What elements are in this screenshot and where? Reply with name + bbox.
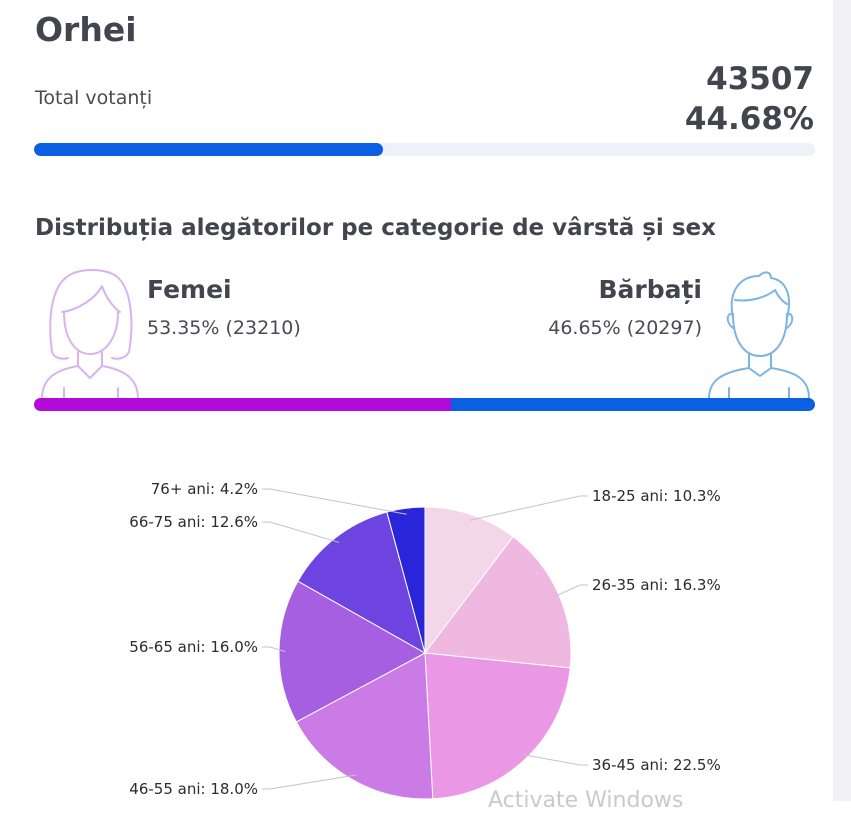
- turnout-progress-fill: [34, 143, 383, 156]
- gender-bar-female-segment: [34, 398, 451, 411]
- pie-label-76-ani: 76+ ani: 4.2%: [151, 480, 258, 498]
- right-scroll-rail: [833, 0, 851, 801]
- pie-leader-line: [262, 521, 340, 543]
- total-voters-label: Total votanți: [35, 87, 153, 109]
- pie-leader-line: [262, 646, 286, 652]
- pie-leader-line: [262, 488, 407, 515]
- gender-split-bar: [34, 398, 815, 411]
- pie-slice-36-45-ani[interactable]: [424, 652, 571, 800]
- pie-slice-46-55-ani[interactable]: [295, 652, 434, 800]
- female-avatar-icon: [41, 269, 139, 399]
- pie-label-46-55-ani: 46-55 ani: 18.0%: [129, 780, 258, 798]
- pie-label-26-35-ani: 26-35 ani: 16.3%: [592, 576, 721, 594]
- pie-leader-line: [553, 584, 588, 598]
- male-stat: 46.65% (20297): [548, 317, 702, 339]
- female-label: Femei: [147, 275, 232, 304]
- pie-label-56-65-ani: 56-65 ani: 16.0%: [129, 638, 258, 656]
- pie-leader-line: [469, 495, 588, 521]
- pie-slice-76-ani[interactable]: [386, 506, 426, 654]
- pie-label-18-25-ani: 18-25 ani: 10.3%: [592, 487, 721, 505]
- female-stat: 53.35% (23210): [147, 317, 301, 339]
- turnout-progress-track: [34, 143, 815, 156]
- pie-slice-66-75-ani[interactable]: [297, 511, 426, 655]
- total-voters-count: 43507: [706, 61, 814, 97]
- pie-slice-18-25-ani[interactable]: [424, 506, 514, 655]
- pie-slice-56-65-ani[interactable]: [278, 580, 427, 723]
- pie-leader-line: [262, 774, 357, 790]
- male-label: Bărbați: [598, 275, 702, 304]
- age-distribution-pie-chart: 18-25 ani: 10.3% 26-35 ani: 16.3% 36-45 an…: [129, 480, 721, 800]
- male-avatar-icon: [708, 271, 810, 399]
- gender-bar-male-segment: [450, 398, 815, 411]
- pie-leader-line: [521, 753, 588, 766]
- total-voters-percent: 44.68%: [684, 101, 814, 137]
- section-title: Distribuția alegătorilor pe categorie de…: [35, 215, 716, 241]
- page-title: Orhei: [35, 10, 137, 49]
- pie-label-66-75-ani: 66-75 ani: 12.6%: [129, 513, 258, 531]
- pie-label-36-45-ani: 36-45 ani: 22.5%: [592, 756, 721, 774]
